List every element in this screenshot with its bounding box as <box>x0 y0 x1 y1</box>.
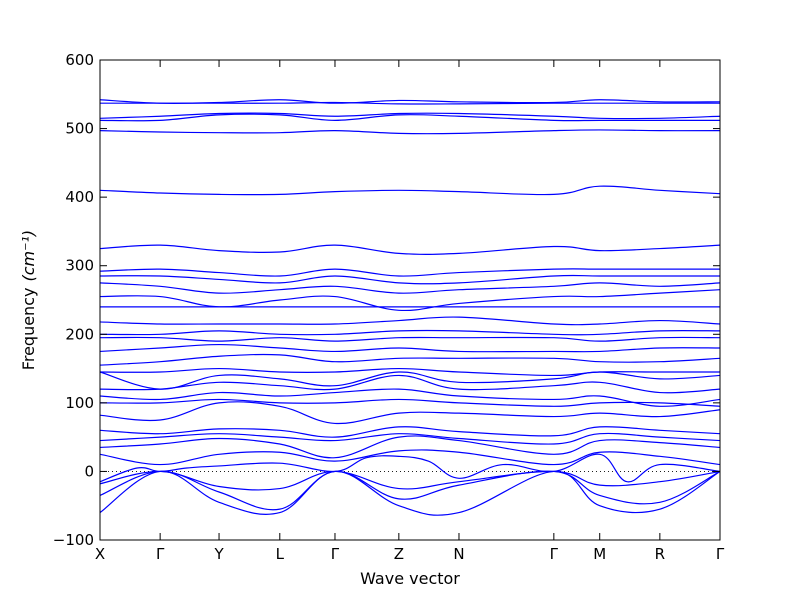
phonon-band-14 <box>100 367 720 377</box>
y-tick-label: 300 <box>65 257 94 275</box>
plot-frame <box>99 59 721 541</box>
y-tick-label: 0 <box>84 462 94 480</box>
phonon-band-8 <box>100 426 720 438</box>
y-tick-label: 200 <box>65 325 94 343</box>
y-tick-label: 500 <box>65 120 94 138</box>
x-tick-label: Γ <box>331 545 340 563</box>
phonon-band-5 <box>100 449 720 466</box>
phonon-band-15 <box>100 353 720 366</box>
phonon-band-31 <box>100 99 720 104</box>
phonon-band-21 <box>100 289 720 312</box>
x-tick-label: Γ <box>550 545 559 563</box>
phonon-band-11 <box>100 388 720 407</box>
phonon-band-29 <box>100 112 720 120</box>
x-tick-label: X <box>95 545 105 563</box>
phonon-band-10 <box>100 398 720 407</box>
phonon-band-3 <box>100 470 720 491</box>
y-tick-label: 100 <box>65 394 94 412</box>
x-tick-label: Z <box>394 545 404 563</box>
phonon-band-1 <box>100 470 720 516</box>
x-tick-label: L <box>276 545 285 563</box>
phonon-band-6 <box>100 435 720 459</box>
phonon-band-23 <box>100 274 720 285</box>
x-tick-label: R <box>655 545 665 563</box>
phonon-band-26 <box>100 185 720 196</box>
phonon-band-24 <box>100 268 720 277</box>
x-tick-label: Γ <box>156 545 165 563</box>
phonon-band-17 <box>100 336 720 342</box>
phonon-band-28 <box>100 113 720 122</box>
x-tick-label: M <box>593 545 606 563</box>
x-tick-label: Y <box>213 545 224 563</box>
phonon-band-27 <box>100 129 720 135</box>
phonon-band-22 <box>100 282 720 294</box>
y-tick-label: 400 <box>65 188 94 206</box>
phonon-band-7 <box>100 432 720 445</box>
phonon-band-2 <box>100 470 720 511</box>
phonon-band-13 <box>100 371 720 390</box>
band-lines <box>100 99 720 516</box>
phonon-band-9 <box>100 401 720 425</box>
phonon-band-12 <box>100 374 720 394</box>
phonon-band-18 <box>100 329 720 336</box>
y-axis-label: Frequency (cm⁻¹) <box>19 230 38 370</box>
x-tick-label: Γ <box>716 545 725 563</box>
y-tick-label: 600 <box>65 51 94 69</box>
y-axis-unit: (cm⁻¹) <box>19 230 38 282</box>
phonon-band-16 <box>100 343 720 353</box>
y-tick-label: −100 <box>53 531 94 549</box>
phonon-band-25 <box>100 244 720 255</box>
x-tick-label: N <box>453 545 464 563</box>
axes: −100 0 100 200 300 400 500 600 X Γ Y L Γ Z N Γ M R Γ <box>53 51 725 563</box>
y-axis-label-text: Frequency <box>19 288 38 371</box>
phonon-band-19 <box>100 316 720 326</box>
x-axis-label: Wave vector <box>360 569 460 588</box>
phonon-band-4 <box>100 453 720 483</box>
